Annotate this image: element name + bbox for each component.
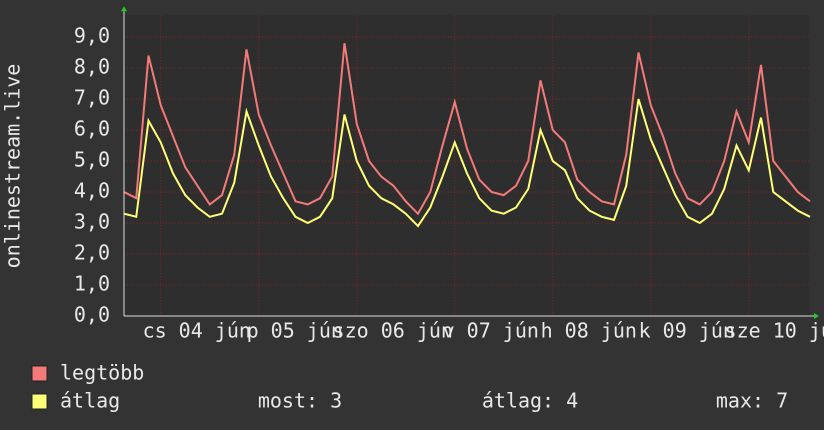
legend-label: átlag bbox=[60, 389, 120, 413]
axis-arrow bbox=[121, 6, 127, 12]
stat-label: max: 7 bbox=[716, 389, 788, 413]
y-tick-label: 9,0 bbox=[74, 24, 110, 48]
y-tick-label: 7,0 bbox=[74, 86, 110, 110]
y-tick-label: 3,0 bbox=[74, 210, 110, 234]
y-tick-label: 5,0 bbox=[74, 148, 110, 172]
line-series bbox=[123, 98, 811, 228]
x-tick-label: h 08 jún bbox=[541, 319, 637, 343]
x-tick-label: cs 04 jún bbox=[143, 319, 251, 343]
x-tick-label: sze 10 jún bbox=[725, 319, 824, 343]
y-tick-label: 6,0 bbox=[74, 117, 110, 141]
stat-label: most: 3 bbox=[258, 389, 342, 413]
x-tick-label: szo 06 jún bbox=[333, 319, 453, 343]
x-tick-label: v 07 jún bbox=[443, 319, 539, 343]
x-tick-label: p 05 jún bbox=[247, 319, 343, 343]
legend-label: legtöbb bbox=[60, 361, 144, 385]
plot-area bbox=[124, 15, 810, 317]
y-tick-label: 0,0 bbox=[74, 303, 110, 327]
legend-swatch bbox=[31, 365, 48, 382]
stat-label: átlag: 4 bbox=[482, 389, 578, 413]
y-axis-label: onlinestream.live bbox=[1, 64, 25, 269]
y-tick-label: 1,0 bbox=[74, 272, 110, 296]
line-series bbox=[123, 43, 811, 216]
y-tick-label: 4,0 bbox=[74, 179, 110, 203]
legend-swatch bbox=[31, 393, 48, 410]
y-tick-label: 2,0 bbox=[74, 241, 110, 265]
y-tick-label: 8,0 bbox=[74, 55, 110, 79]
x-tick-label: k 09 jún bbox=[639, 319, 735, 343]
axis-arrow bbox=[814, 313, 819, 319]
